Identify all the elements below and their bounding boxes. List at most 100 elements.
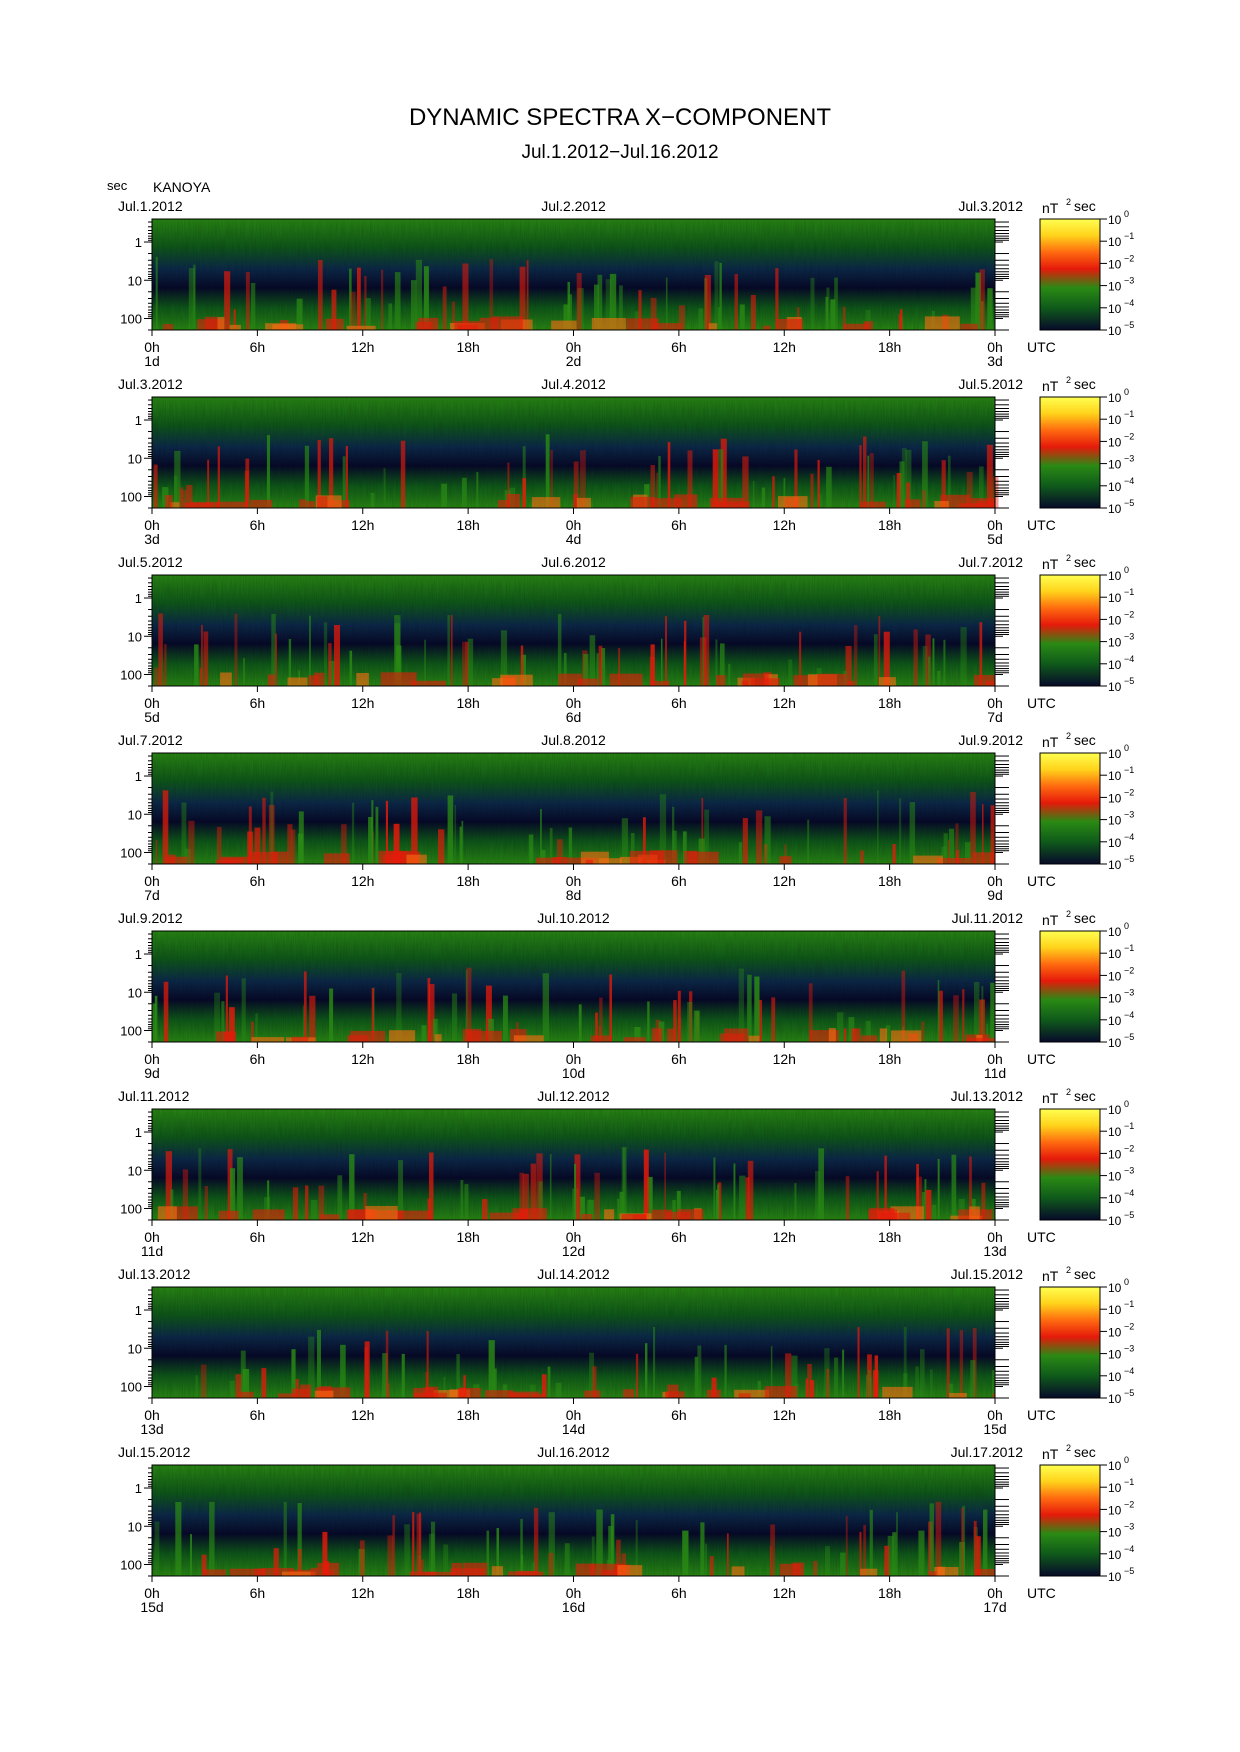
spectral-burst <box>529 1384 536 1398</box>
spectral-burst <box>715 639 718 686</box>
spectral-burst <box>345 446 348 508</box>
spectral-burst <box>303 971 307 1042</box>
colorbar-tick-exponent: 0 <box>1124 743 1129 753</box>
colorbar-tick-exponent: −2 <box>1124 253 1134 263</box>
spectral-burst <box>960 627 967 686</box>
spectral-burst <box>179 487 184 508</box>
colorbar-tick-base: 10 <box>1108 1125 1122 1139</box>
spectral-burst <box>433 1018 438 1042</box>
spectral-burst <box>295 1379 299 1398</box>
spectral-burst <box>720 643 725 686</box>
colorbar-tick-base: 10 <box>1108 458 1122 472</box>
x-tick-label: 12h <box>351 873 374 889</box>
spectral-burst <box>452 993 458 1042</box>
spectral-low-frequency-band <box>157 1206 177 1220</box>
spectral-burst <box>899 461 905 508</box>
x-tick-label: 0h <box>144 695 160 711</box>
x-tick-label: 0h <box>566 1051 582 1067</box>
spectral-burst <box>266 435 270 508</box>
colorbar-tick-exponent: −2 <box>1124 1143 1134 1153</box>
x-tick-label: 6h <box>671 695 687 711</box>
spectral-low-frequency-band <box>578 678 598 686</box>
spectral-burst <box>658 456 661 508</box>
spectral-burst <box>713 1157 716 1220</box>
y-tick-label: 10 <box>128 629 142 644</box>
colorbar-tick-base: 10 <box>1108 1459 1122 1473</box>
panel-mid-date-label: Jul.6.2012 <box>541 554 606 570</box>
spectral-burst <box>845 646 852 686</box>
spectral-burst <box>941 460 946 508</box>
spectral-burst <box>383 468 386 508</box>
spectral-burst <box>717 1182 722 1220</box>
spectral-burst <box>739 304 745 330</box>
spectral-burst <box>268 804 275 864</box>
spectral-burst <box>973 1520 977 1576</box>
spectral-low-frequency-band <box>323 853 350 864</box>
spectral-burst <box>808 983 813 1042</box>
spectral-burst <box>526 260 529 330</box>
spectral-burst <box>622 1147 626 1220</box>
colorbar-tick-exponent: −1 <box>1124 1477 1134 1487</box>
colorbar-tick-base: 10 <box>1108 947 1122 961</box>
x-tick-label: 0h <box>987 1229 1003 1245</box>
spectral-low-frequency-band <box>424 1386 439 1398</box>
spectral-low-frequency-band <box>630 496 655 508</box>
spectral-burst <box>174 450 181 508</box>
spectral-burst <box>216 826 222 864</box>
spectral-burst <box>557 839 563 864</box>
spectral-burst <box>953 995 959 1042</box>
spectral-burst <box>564 1543 570 1576</box>
spectral-low-frequency-band <box>879 1028 888 1042</box>
x-tick-label: 0h <box>144 339 160 355</box>
spectral-burst <box>785 1353 792 1398</box>
colorbar-tick-base: 10 <box>1108 324 1122 338</box>
x-tick-label: 0h <box>144 873 160 889</box>
spectral-burst <box>589 1352 594 1398</box>
colorbar-tick-exponent: −4 <box>1124 1188 1134 1198</box>
spectral-burst <box>747 1160 754 1220</box>
spectral-low-frequency-band <box>506 494 521 508</box>
spectral-burst <box>158 613 163 686</box>
x-tick-label: 18h <box>456 1407 479 1423</box>
spectrogram-texture <box>152 1465 995 1576</box>
day-label: 3d <box>144 531 160 547</box>
spectral-burst <box>899 309 903 330</box>
spectral-burst <box>667 442 671 508</box>
x-tick-label: 12h <box>351 339 374 355</box>
spectral-burst <box>959 1330 964 1398</box>
spectral-burst <box>754 976 760 1042</box>
spectral-burst <box>385 800 388 864</box>
spectral-burst <box>906 482 911 508</box>
day-label: 13d <box>140 1421 163 1437</box>
spectral-low-frequency-band <box>741 680 749 686</box>
spectral-burst <box>401 1353 405 1398</box>
spectral-burst <box>341 824 347 864</box>
spectral-burst <box>873 634 878 686</box>
panel-end-date-label: Jul.13.2012 <box>951 1088 1024 1104</box>
panel-mid-date-label: Jul.14.2012 <box>537 1266 610 1282</box>
colorbar-tick-base: 10 <box>1108 502 1122 516</box>
spectral-burst <box>594 1172 600 1220</box>
x-tick-label: 18h <box>456 1585 479 1601</box>
spectral-burst <box>643 817 646 864</box>
spectral-low-frequency-band <box>763 325 771 330</box>
spectral-burst <box>605 279 612 330</box>
spectral-burst <box>915 1366 920 1398</box>
spectral-burst <box>576 272 582 330</box>
spectral-burst <box>764 816 771 864</box>
spectral-burst <box>297 1503 302 1576</box>
spectral-low-frequency-band <box>738 1393 751 1398</box>
colorbar-unit-suffix: sec <box>1074 1088 1096 1104</box>
spectral-low-frequency-band <box>985 680 995 686</box>
spectral-burst <box>859 850 864 864</box>
x-tick-label: 6h <box>250 339 266 355</box>
spectral-burst <box>887 1535 894 1576</box>
spectral-burst <box>574 1163 576 1220</box>
day-label: 7d <box>987 709 1003 725</box>
spectral-burst <box>165 1151 172 1220</box>
y-tick-label: 100 <box>120 1201 142 1216</box>
colorbar <box>1039 1464 1101 1577</box>
spectral-low-frequency-band <box>751 678 780 686</box>
spectral-burst <box>155 839 158 864</box>
